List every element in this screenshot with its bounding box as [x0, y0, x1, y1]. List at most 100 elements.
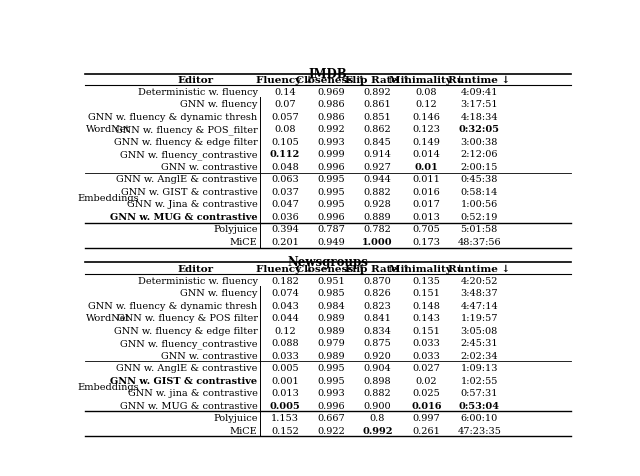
Text: 0.944: 0.944 — [364, 175, 391, 184]
Text: 4:47:14: 4:47:14 — [460, 301, 498, 310]
Text: 0.898: 0.898 — [364, 376, 391, 385]
Text: 0.996: 0.996 — [317, 212, 345, 221]
Text: 0.882: 0.882 — [364, 388, 391, 397]
Text: Embeddings: Embeddings — [77, 382, 140, 391]
Text: 0.841: 0.841 — [364, 314, 391, 323]
Text: 0.074: 0.074 — [271, 288, 299, 298]
Text: 0.016: 0.016 — [413, 188, 440, 197]
Text: 0.993: 0.993 — [317, 138, 345, 147]
Text: 0.999: 0.999 — [317, 150, 345, 159]
Text: 0.892: 0.892 — [364, 88, 391, 97]
Text: 0.08: 0.08 — [275, 125, 296, 134]
Text: Flip Rate ↑: Flip Rate ↑ — [345, 264, 410, 273]
Text: 0.036: 0.036 — [271, 212, 299, 221]
Text: GNN w. fluency & dynamic thresh: GNN w. fluency & dynamic thresh — [88, 113, 257, 122]
Text: Closeness ↑: Closeness ↑ — [296, 264, 366, 273]
Text: 0.823: 0.823 — [364, 301, 391, 310]
Text: 0.148: 0.148 — [413, 301, 440, 310]
Text: 0.889: 0.889 — [364, 212, 391, 221]
Text: 0.862: 0.862 — [364, 125, 391, 134]
Text: 0.12: 0.12 — [415, 100, 437, 109]
Text: Closeness ↑: Closeness ↑ — [296, 76, 366, 85]
Text: GNN w. fluency & POS_filter: GNN w. fluency & POS_filter — [115, 125, 257, 135]
Text: 0.992: 0.992 — [317, 125, 345, 134]
Text: 0:58:14: 0:58:14 — [461, 188, 498, 197]
Text: 0:57:31: 0:57:31 — [461, 388, 498, 397]
Text: 0.013: 0.013 — [271, 388, 299, 397]
Text: 0.995: 0.995 — [317, 188, 345, 197]
Text: 3:48:37: 3:48:37 — [460, 288, 498, 298]
Text: 0.667: 0.667 — [317, 413, 345, 422]
Text: 0.914: 0.914 — [364, 150, 391, 159]
Text: 0.995: 0.995 — [317, 376, 345, 385]
Text: Runtime ↓: Runtime ↓ — [448, 264, 511, 273]
Text: 0.001: 0.001 — [271, 376, 299, 385]
Text: 0.992: 0.992 — [362, 426, 392, 435]
Text: 0.995: 0.995 — [317, 200, 345, 209]
Text: Polyjuice: Polyjuice — [213, 413, 257, 422]
Text: 0.048: 0.048 — [271, 163, 299, 171]
Text: 0.152: 0.152 — [271, 426, 299, 435]
Text: Flip Rate ↑: Flip Rate ↑ — [345, 76, 410, 85]
Text: Runtime ↓: Runtime ↓ — [448, 76, 511, 85]
Text: 0.151: 0.151 — [413, 326, 440, 335]
Text: 0.037: 0.037 — [271, 188, 299, 197]
Text: 0.920: 0.920 — [364, 351, 391, 360]
Text: 4:18:34: 4:18:34 — [460, 113, 498, 122]
Text: 3:17:51: 3:17:51 — [460, 100, 498, 109]
Text: 0.149: 0.149 — [413, 138, 440, 147]
Text: 0.900: 0.900 — [364, 401, 391, 410]
Text: GNN w. fluency & dynamic thresh: GNN w. fluency & dynamic thresh — [88, 301, 257, 310]
Text: 0.025: 0.025 — [413, 388, 440, 397]
Text: Embeddings: Embeddings — [77, 194, 140, 203]
Text: Fluency ↓: Fluency ↓ — [257, 264, 314, 273]
Text: 0.112: 0.112 — [270, 150, 300, 159]
Text: 0.14: 0.14 — [274, 88, 296, 97]
Text: Editor: Editor — [177, 76, 213, 85]
Text: 0.834: 0.834 — [364, 326, 391, 335]
Text: GNN w. MUG & contrastive: GNN w. MUG & contrastive — [110, 212, 257, 221]
Text: 48:37:56: 48:37:56 — [458, 238, 501, 247]
Text: 0.173: 0.173 — [412, 238, 440, 247]
Text: GNN w. fluency_contrastive: GNN w. fluency_contrastive — [120, 338, 257, 348]
Text: 2:45:31: 2:45:31 — [460, 338, 498, 347]
Text: 0.182: 0.182 — [271, 276, 299, 285]
Text: 0.123: 0.123 — [412, 125, 440, 134]
Text: GNN w. AnglE & contrastive: GNN w. AnglE & contrastive — [116, 175, 257, 184]
Text: 0.005: 0.005 — [269, 401, 300, 410]
Text: 0.105: 0.105 — [271, 138, 299, 147]
Text: 3:05:08: 3:05:08 — [461, 326, 498, 335]
Text: GNN w. jina & contrastive: GNN w. jina & contrastive — [128, 388, 257, 397]
Text: 0.997: 0.997 — [413, 413, 440, 422]
Text: 0.969: 0.969 — [317, 88, 345, 97]
Text: Editor: Editor — [177, 264, 213, 273]
Text: 0.005: 0.005 — [271, 364, 299, 372]
Text: 5:01:58: 5:01:58 — [461, 225, 498, 234]
Text: 0.143: 0.143 — [412, 314, 440, 323]
Text: MiCE: MiCE — [230, 238, 257, 247]
Text: 1:09:13: 1:09:13 — [461, 364, 498, 372]
Text: MiCE: MiCE — [230, 426, 257, 435]
Text: 2:00:15: 2:00:15 — [461, 163, 498, 171]
Text: 0.016: 0.016 — [412, 401, 442, 410]
Text: 0:52:19: 0:52:19 — [461, 212, 498, 221]
Text: 0.088: 0.088 — [271, 338, 299, 347]
Text: 0.017: 0.017 — [413, 200, 440, 209]
Text: 0.08: 0.08 — [416, 88, 437, 97]
Text: Polyjuice: Polyjuice — [213, 225, 257, 234]
Text: 0:53:04: 0:53:04 — [459, 401, 500, 410]
Text: 0.989: 0.989 — [317, 326, 345, 335]
Text: 4:09:41: 4:09:41 — [461, 88, 498, 97]
Text: 0.146: 0.146 — [413, 113, 440, 122]
Text: IMDB: IMDB — [308, 68, 348, 80]
Text: WordNet: WordNet — [86, 125, 131, 134]
Text: 0.995: 0.995 — [317, 175, 345, 184]
Text: 0.014: 0.014 — [413, 150, 440, 159]
Text: GNN w. fluency & edge filter: GNN w. fluency & edge filter — [114, 138, 257, 147]
Text: Deterministic w. fluency: Deterministic w. fluency — [138, 276, 257, 285]
Text: 0.047: 0.047 — [271, 200, 299, 209]
Text: GNN w. MUG & contrastive: GNN w. MUG & contrastive — [120, 401, 257, 410]
Text: 4:20:52: 4:20:52 — [461, 276, 498, 285]
Text: 0.928: 0.928 — [364, 200, 391, 209]
Text: 0.995: 0.995 — [317, 364, 345, 372]
